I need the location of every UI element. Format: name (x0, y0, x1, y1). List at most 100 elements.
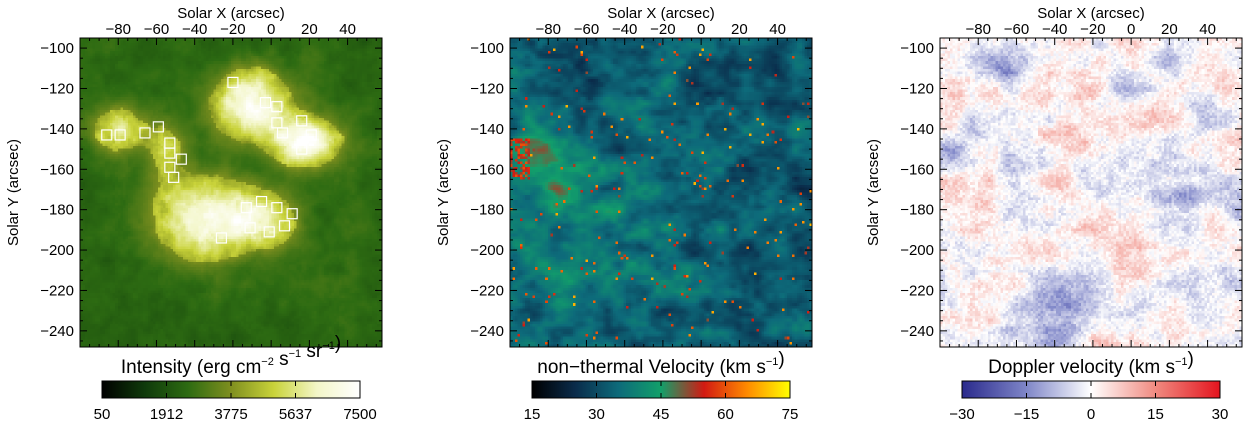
y-axis-title: Solar Y (arcsec) (5, 139, 22, 246)
y-tick-label: −160 (40, 161, 74, 178)
heatmap-image (80, 38, 382, 347)
y-tick-label: −240 (900, 323, 934, 340)
region-box-marker (168, 171, 180, 183)
colorbar-tick-label: 50 (94, 406, 111, 423)
x-tick-label: −80 (966, 21, 991, 38)
colorbar-tick-label: 30 (1212, 406, 1229, 423)
region-box-marker (277, 127, 289, 139)
region-box-marker (305, 129, 317, 141)
y-axis-title: Solar Y (arcsec) (865, 139, 882, 246)
colorbar-tick-label: 45 (653, 406, 670, 423)
x-tick-label: −60 (144, 21, 169, 38)
x-tick-label: 0 (1127, 21, 1135, 38)
colorbar-tick-label: 75 (782, 406, 799, 423)
y-tick-label: −180 (470, 202, 504, 219)
y-tick-label: −100 (900, 40, 934, 57)
x-tick-label: −60 (574, 21, 599, 38)
y-tick-label: −160 (470, 161, 504, 178)
y-tick-label: −120 (470, 80, 504, 97)
x-tick-label: −40 (1042, 21, 1067, 38)
x-tick-label: −80 (106, 21, 131, 38)
y-tick-label: −100 (40, 40, 74, 57)
colorbar-tick-label: 30 (588, 406, 605, 423)
x-tick-label: −20 (1080, 21, 1105, 38)
region-box-marker (114, 129, 126, 141)
colorbar-title: non−thermal Velocity (km s−1) (537, 349, 785, 378)
y-axis-title: Solar Y (arcsec) (435, 139, 452, 246)
y-tick-label: −220 (470, 282, 504, 299)
region-box-marker (240, 202, 252, 214)
x-axis-title: Solar X (arcsec) (1037, 5, 1145, 22)
x-tick-label: 20 (1161, 21, 1178, 38)
y-tick-label: −160 (900, 161, 934, 178)
region-box-marker (263, 226, 275, 238)
region-box-marker (271, 101, 283, 113)
x-tick-label: 40 (769, 21, 786, 38)
y-tick-label: −140 (470, 121, 504, 138)
y-tick-label: −220 (40, 282, 74, 299)
y-tick-label: −180 (40, 202, 74, 219)
y-tick-label: −140 (900, 121, 934, 138)
colorbar-title: Intensity (erg cm−2 s−1 sr−1) (121, 333, 341, 378)
colorbar-tick-label: 1912 (150, 406, 183, 423)
plot-frame (509, 37, 813, 348)
region-box-marker (164, 147, 176, 159)
region-box-marker (271, 117, 283, 129)
heatmap-image (940, 38, 1242, 347)
colorbar-tick-label: 0 (1087, 406, 1095, 423)
x-tick-label: 0 (267, 21, 275, 38)
region-box-marker (286, 208, 298, 220)
colorbar-tick-label: 15 (1147, 406, 1164, 423)
region-box-marker (296, 143, 308, 155)
y-tick-label: −140 (40, 121, 74, 138)
y-tick-label: −220 (900, 282, 934, 299)
y-tick-label: −240 (40, 323, 74, 340)
x-tick-label: 0 (697, 21, 705, 38)
x-tick-label: −20 (650, 21, 675, 38)
x-tick-label: −60 (1004, 21, 1029, 38)
x-tick-label: 20 (731, 21, 748, 38)
y-tick-label: −180 (900, 202, 934, 219)
colorbar-title: Doppler velocity (km s−1) (988, 349, 1194, 378)
colorbar-tick-label: 7500 (343, 406, 376, 423)
region-box-marker (215, 232, 228, 244)
x-axis-title: Solar X (arcsec) (607, 5, 715, 22)
heatmap-image (510, 38, 812, 347)
x-tick-label: −40 (612, 21, 637, 38)
colorbar-tick-label: 5637 (279, 406, 312, 423)
colorbar-tick-label: −30 (949, 406, 974, 423)
y-tick-label: −100 (470, 40, 504, 57)
region-box-marker (244, 222, 256, 234)
y-tick-label: −120 (40, 80, 74, 97)
y-tick-label: −200 (40, 242, 74, 259)
region-box-marker (259, 97, 272, 109)
colorbar-tick-label: −15 (1014, 406, 1039, 423)
colorbar-tick-label: 3775 (214, 406, 247, 423)
x-axis-title: Solar X (arcsec) (177, 5, 285, 22)
y-tick-label: −120 (900, 80, 934, 97)
region-box-marker (271, 202, 283, 214)
y-tick-label: −240 (470, 323, 504, 340)
region-box-marker (101, 129, 113, 141)
region-box-marker (139, 127, 151, 139)
x-tick-label: −20 (220, 21, 245, 38)
y-tick-label: −200 (470, 242, 504, 259)
y-tick-label: −200 (900, 242, 934, 259)
region-box-marker (296, 115, 308, 127)
x-tick-label: −80 (536, 21, 561, 38)
region-box-marker (278, 220, 291, 232)
region-box-marker (227, 76, 239, 89)
x-tick-label: 20 (301, 21, 318, 38)
colorbar-tick-label: 15 (524, 406, 541, 423)
region-box-marker (255, 195, 268, 208)
region-box-marker (175, 153, 187, 165)
plot-frame (939, 37, 1243, 348)
x-tick-label: 40 (339, 21, 356, 38)
x-tick-label: 40 (1199, 21, 1216, 38)
x-tick-label: −40 (182, 21, 207, 38)
colorbar-tick-label: 60 (717, 406, 734, 423)
region-box-marker (152, 121, 164, 133)
